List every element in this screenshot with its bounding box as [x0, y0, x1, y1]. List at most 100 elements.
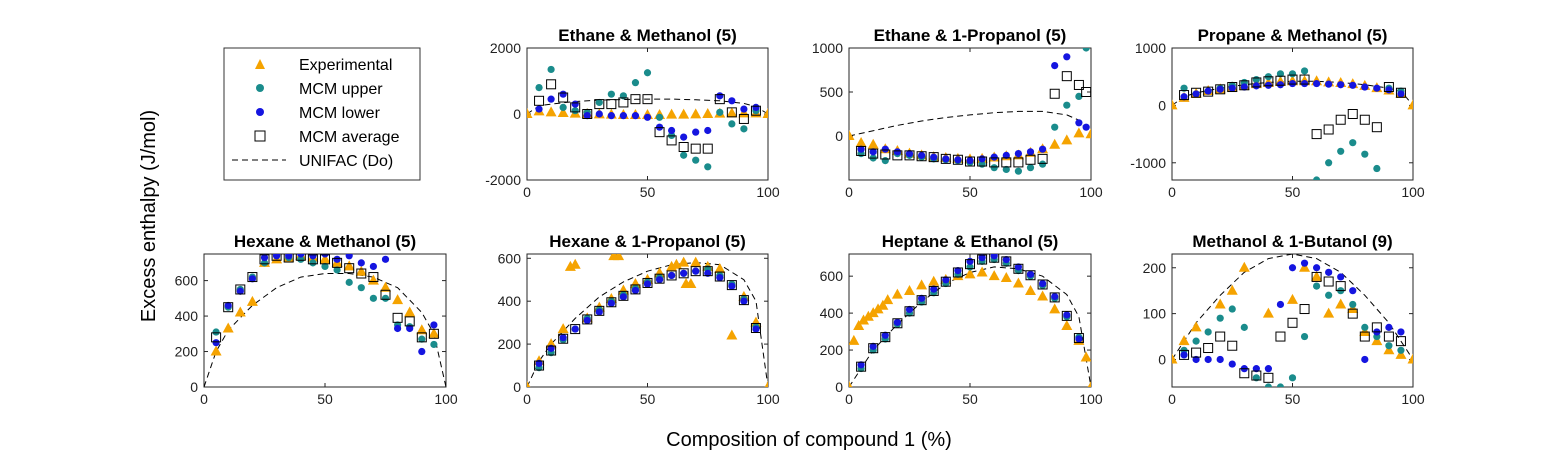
plot-marks: [849, 48, 1091, 175]
mcm-average-point: [1335, 114, 1346, 125]
mcm-lower-point: [1361, 83, 1369, 91]
mcm-lower-point: [321, 254, 329, 258]
mcm-lower-point: [668, 126, 676, 135]
exp-point: [714, 263, 726, 274]
mcm-lower-point: [595, 110, 603, 118]
mcm-lower-point: [881, 331, 889, 339]
mcm-average-point: [582, 314, 593, 325]
mcm-average-point: [344, 263, 355, 274]
mcm-upper-point: [369, 294, 377, 302]
mcm-lower-point: [752, 103, 760, 111]
exp-point: [1262, 307, 1274, 318]
y-tick-label: 0: [513, 106, 521, 122]
mcm-lower-point: [942, 155, 950, 163]
mcm-lower-point: [990, 254, 998, 260]
mcm-upper-point: [655, 113, 664, 121]
mcm-lower-point: [1349, 287, 1357, 295]
exp-point: [1080, 351, 1091, 362]
mcm-lower-point: [1337, 273, 1345, 281]
mcm-lower-point: [942, 276, 950, 284]
mcm-lower-point: [619, 112, 628, 120]
mcm-upper-point: [1063, 101, 1071, 109]
mcm-upper-point: [1337, 147, 1345, 155]
exp-point: [1190, 321, 1202, 332]
y-tick-label: 600: [498, 250, 522, 266]
exp-point: [613, 254, 625, 261]
mcm-lower-point: [869, 342, 877, 350]
mcm-lower-point: [619, 293, 628, 301]
mcm-average-point: [666, 135, 677, 146]
plot-marks: [1172, 254, 1413, 387]
mcm-lower-point: [430, 321, 438, 329]
mcm-lower-point: [357, 259, 365, 267]
mcm-lower-point: [1252, 82, 1260, 90]
exp-point: [685, 278, 697, 289]
mcm-lower-point: [918, 151, 926, 159]
exp-point: [872, 303, 884, 314]
mcm-average-point: [1395, 336, 1406, 347]
mcm-average-point: [594, 99, 605, 110]
x-tick-label: 100: [756, 184, 780, 200]
plot-marks: [1172, 67, 1413, 180]
mcm-upper-point: [212, 328, 220, 336]
exp-point: [855, 137, 867, 148]
mcm-average-point: [1073, 333, 1084, 344]
y-tick-label: 200: [820, 342, 844, 358]
mcm-upper-point: [547, 65, 555, 74]
mcm-upper-point: [1325, 159, 1333, 167]
mcm-average-point: [714, 271, 725, 282]
mcm-upper-point: [309, 259, 317, 267]
mcm-lower-point: [881, 145, 889, 153]
mcm-lower-point: [643, 280, 652, 288]
mcm-average-point: [868, 148, 879, 159]
mcm-lower-point: [692, 267, 700, 275]
mcm-upper-point: [643, 69, 652, 77]
legend-entry-mcm-upper: MCM upper: [256, 81, 383, 98]
mcm-upper-point: [345, 278, 353, 286]
mcm-lower-point: [1026, 148, 1035, 156]
chart-panel-4: Hexane & Methanol (5) 0 50 100 0 200 400 600: [175, 232, 458, 407]
mcm-lower-point: [1051, 62, 1059, 70]
mcm-lower-point: [728, 97, 736, 105]
mcm-average-point: [1179, 349, 1190, 360]
exp-point: [1061, 320, 1073, 331]
y-tick-label: 0: [513, 379, 521, 395]
mcm-lower-point: [369, 262, 377, 271]
mcm-upper-point: [1288, 70, 1297, 78]
mcm-average-point: [1025, 154, 1036, 165]
mcm-average-point: [666, 270, 677, 281]
mcm-lower-point: [547, 344, 555, 352]
mcm-lower-point: [655, 276, 664, 284]
mcm-lower-point: [704, 269, 712, 277]
mcm-lower-point: [607, 299, 615, 307]
mcm-average-point: [1347, 308, 1358, 319]
mcm-lower-point: [1002, 151, 1010, 159]
mcm-lower-point: [643, 113, 652, 121]
mcm-average-point: [1179, 90, 1190, 101]
mcm-average-point: [416, 332, 427, 343]
mcm-average-point: [1081, 87, 1091, 97]
mcm-lower-point: [1039, 145, 1047, 153]
mcm-lower-point: [990, 153, 998, 161]
panel-title: Heptane & Ethanol (5): [882, 232, 1059, 251]
mcm-average-point: [295, 254, 306, 261]
exp-point: [246, 295, 258, 306]
mcm-lower-point: [978, 155, 986, 163]
exp-point: [617, 284, 629, 295]
mcm-upper-point: [1264, 383, 1272, 387]
mcm-average-point: [630, 284, 641, 295]
mcm-lower-point: [571, 100, 579, 108]
mcm-average-point: [738, 113, 749, 124]
mcm-upper-point: [1349, 300, 1357, 309]
plot-marks: [204, 254, 446, 387]
panel-title: Hexane & Methanol (5): [234, 232, 416, 251]
mcm-average-point: [892, 318, 903, 329]
unifac-curve: [1172, 254, 1413, 360]
exp-point: [629, 278, 641, 289]
mcm-upper-point: [607, 90, 615, 98]
chart-panel-6: Heptane & Ethanol (5) 0 50 100 0 200 400 600: [820, 232, 1103, 407]
mcm-average-point: [1215, 331, 1226, 342]
mcm-lower-point: [571, 325, 579, 333]
mcm-lower-point: [1026, 270, 1035, 278]
